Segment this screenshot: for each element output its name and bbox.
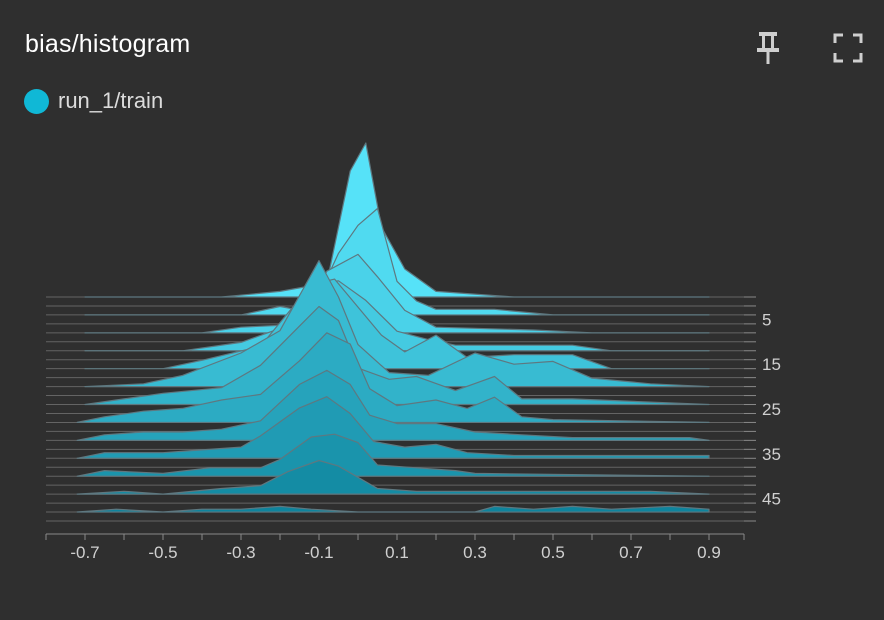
x-tick-label: -0.5 [148, 543, 177, 562]
x-tick-label: 0.3 [463, 543, 487, 562]
x-tick-label: -0.1 [304, 543, 333, 562]
fullscreen-icon[interactable] [828, 26, 868, 70]
histogram-slice-step-8 [84, 253, 710, 334]
pin-icon[interactable] [748, 26, 788, 70]
x-tick-label: -0.3 [226, 543, 255, 562]
histogram-slice-step-28 [76, 332, 710, 424]
x-tick-label: -0.7 [70, 543, 99, 562]
histogram-slice-step-48 [76, 505, 710, 513]
x-tick-label: 0.1 [385, 543, 409, 562]
histogram-slice-step-20 [84, 260, 710, 388]
histogram-slice-step-40 [76, 433, 710, 477]
x-tick-label: 0.7 [619, 543, 643, 562]
histogram-slice-step-44 [76, 459, 710, 495]
legend-swatch [24, 88, 49, 114]
step-tick-label: 5 [762, 310, 771, 329]
legend: run_1/train [24, 88, 163, 114]
step-tick-label: 35 [762, 445, 781, 464]
legend-label: run_1/train [58, 88, 164, 113]
step-tick-label: 15 [762, 355, 781, 374]
histogram-slice-step-32 [76, 369, 710, 441]
chart-title: bias/histogram [25, 30, 191, 58]
x-tick-label: 0.9 [697, 543, 721, 562]
histogram-slice-step-12 [84, 280, 710, 352]
step-tick-label: 25 [762, 400, 781, 419]
histogram-slice-step-24 [84, 305, 710, 406]
histogram-slice-step-0 [84, 142, 710, 298]
histogram-slice-step-36 [76, 396, 710, 459]
x-tick-label: 0.5 [541, 543, 565, 562]
step-tick-label: 45 [762, 490, 781, 509]
